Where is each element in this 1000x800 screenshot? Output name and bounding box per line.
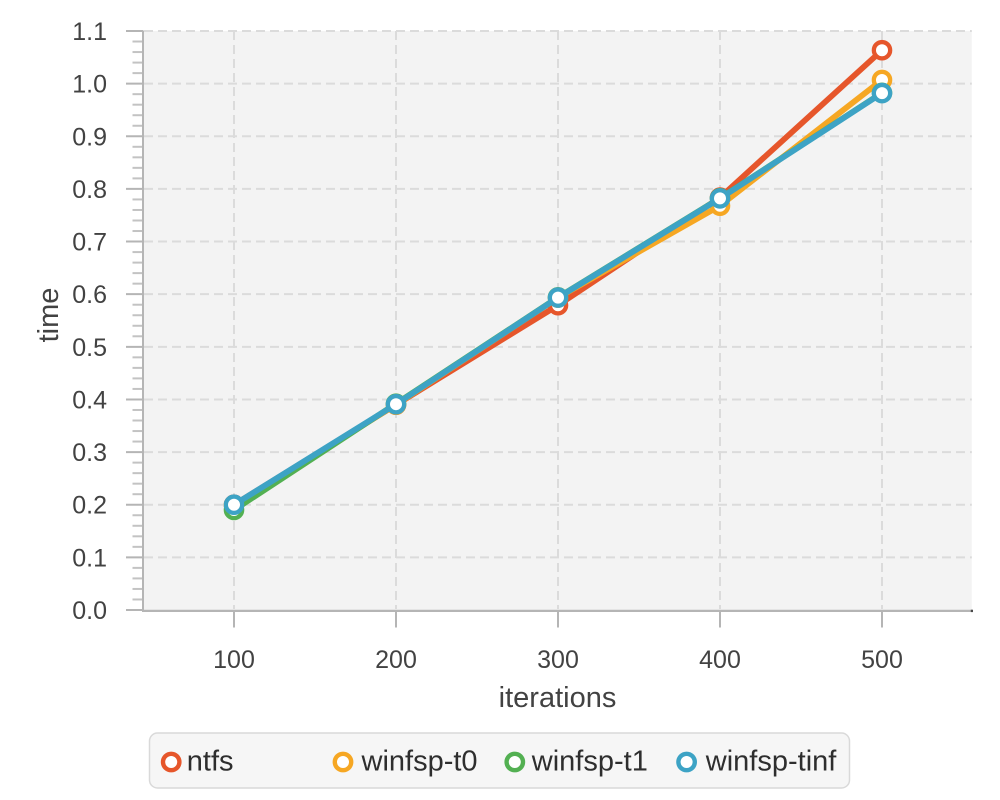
svg-text:winfsp-t1: winfsp-t1 bbox=[531, 746, 648, 778]
svg-text:ntfs: ntfs bbox=[187, 746, 234, 778]
svg-text:0.0: 0.0 bbox=[72, 597, 107, 625]
svg-text:0.7: 0.7 bbox=[72, 229, 107, 257]
svg-text:0.5: 0.5 bbox=[72, 334, 107, 362]
svg-text:winfsp-tinf: winfsp-tinf bbox=[705, 746, 837, 778]
svg-text:winfsp-t0: winfsp-t0 bbox=[361, 746, 478, 778]
svg-text:500: 500 bbox=[861, 646, 903, 674]
svg-text:0.1: 0.1 bbox=[72, 544, 107, 572]
svg-text:100: 100 bbox=[213, 646, 255, 674]
svg-text:iterations: iterations bbox=[499, 682, 617, 714]
svg-text:1.0: 1.0 bbox=[72, 71, 107, 99]
svg-text:200: 200 bbox=[375, 646, 417, 674]
svg-text:0.3: 0.3 bbox=[72, 439, 107, 467]
svg-text:0.6: 0.6 bbox=[72, 281, 107, 309]
svg-text:0.4: 0.4 bbox=[72, 386, 107, 414]
svg-text:400: 400 bbox=[699, 646, 741, 674]
svg-text:1.1: 1.1 bbox=[72, 18, 107, 46]
svg-text:300: 300 bbox=[537, 646, 579, 674]
svg-text:0.8: 0.8 bbox=[72, 176, 107, 204]
svg-text:0.2: 0.2 bbox=[72, 492, 107, 520]
svg-text:time: time bbox=[33, 288, 65, 343]
svg-text:0.9: 0.9 bbox=[72, 123, 107, 151]
